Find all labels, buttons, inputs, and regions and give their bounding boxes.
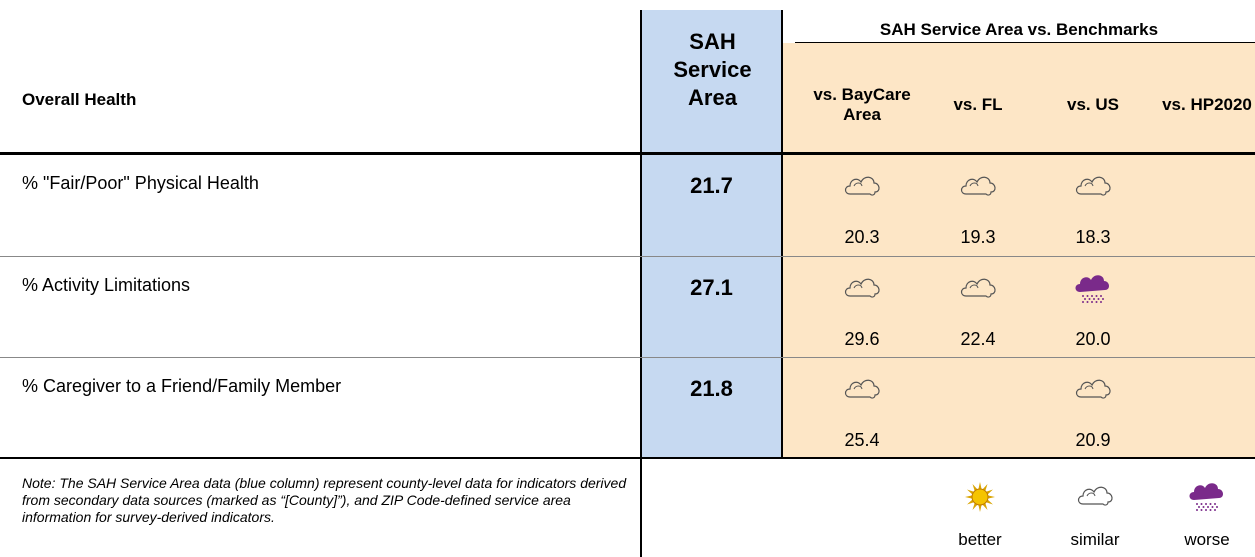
benchmark-value: 19.3 xyxy=(960,227,996,247)
rating-icon-similar xyxy=(1075,176,1111,196)
rating-icon-worse xyxy=(1189,483,1224,511)
rating-icon-similar xyxy=(1075,379,1111,399)
row-rule xyxy=(0,256,1255,257)
note-rule xyxy=(640,458,642,557)
row-rule xyxy=(0,357,1255,358)
primary-column-bg xyxy=(640,10,783,458)
rating-icon-similar xyxy=(844,278,880,298)
primary-value: 21.8 xyxy=(690,376,733,401)
row-label: % Activity Limitations xyxy=(22,275,191,295)
rating-icon-similar xyxy=(960,176,996,196)
benchmark-header: vs. US xyxy=(1067,95,1119,114)
rating-icon-similar xyxy=(1077,486,1113,506)
legend-label: better xyxy=(958,530,1002,549)
benchmark-value: 18.3 xyxy=(1075,227,1111,247)
benchmark-value: 29.6 xyxy=(844,329,880,349)
rating-icon-better xyxy=(965,482,995,512)
benchmark-value: 22.4 xyxy=(960,329,996,349)
benchmark-value: 20.9 xyxy=(1075,430,1111,450)
rating-icon-worse xyxy=(1075,275,1110,303)
primary-value: 27.1 xyxy=(690,275,733,300)
legend-label: worse xyxy=(1184,530,1230,549)
benchmark-header: vs. BayCare Area xyxy=(813,85,911,124)
header-rule xyxy=(0,152,1255,155)
row-label: % "Fair/Poor" Physical Health xyxy=(22,173,259,193)
benchmark-value: 20.0 xyxy=(1075,329,1111,349)
row-rule xyxy=(0,457,1255,459)
row-header: Overall Health xyxy=(22,90,137,109)
benchmark-header: vs. HP2020 xyxy=(1162,95,1252,114)
group-header: SAH Service Area vs. Benchmarks xyxy=(879,20,1159,39)
benchmark-value: 25.4 xyxy=(844,430,880,450)
note: Note: The SAH Service Area data (blue co… xyxy=(22,475,627,525)
benchmark-value: 20.3 xyxy=(844,227,880,247)
group-rule xyxy=(795,42,1255,43)
legend-label: similar xyxy=(1070,530,1120,549)
primary-value: 21.7 xyxy=(690,173,733,198)
row-label: % Caregiver to a Friend/Family Member xyxy=(22,376,342,396)
benchmark-header: vs. FL xyxy=(953,95,1003,114)
rating-icon-similar xyxy=(844,379,880,399)
rating-icon-similar xyxy=(960,278,996,298)
primary-header: SAH Service Area xyxy=(673,29,752,110)
rating-icon-similar xyxy=(844,176,880,196)
